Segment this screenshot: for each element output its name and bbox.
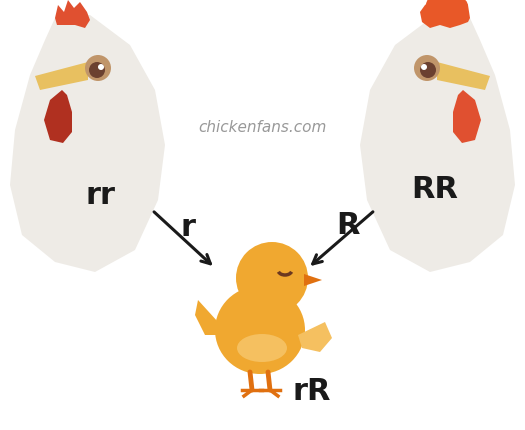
Polygon shape — [420, 0, 470, 28]
Polygon shape — [35, 62, 88, 90]
Polygon shape — [360, 15, 515, 272]
Polygon shape — [44, 90, 72, 143]
Text: RR: RR — [412, 175, 458, 205]
Circle shape — [420, 62, 436, 78]
Polygon shape — [55, 0, 90, 28]
Circle shape — [421, 64, 427, 70]
Circle shape — [98, 64, 104, 70]
Text: R: R — [336, 211, 360, 240]
Text: r: r — [181, 214, 195, 243]
Circle shape — [439, 0, 457, 11]
Circle shape — [452, 0, 468, 14]
Circle shape — [426, 0, 444, 14]
Text: chickenfans.com: chickenfans.com — [198, 120, 326, 135]
Polygon shape — [195, 300, 218, 335]
Polygon shape — [298, 322, 332, 352]
Circle shape — [85, 55, 111, 81]
Ellipse shape — [237, 334, 287, 362]
Polygon shape — [304, 274, 322, 286]
Text: rr: rr — [85, 181, 115, 209]
Polygon shape — [437, 62, 490, 90]
Text: rR: rR — [293, 378, 331, 406]
Circle shape — [236, 242, 308, 314]
Polygon shape — [453, 90, 481, 143]
Ellipse shape — [215, 286, 305, 374]
Circle shape — [414, 55, 440, 81]
Polygon shape — [10, 15, 165, 272]
Circle shape — [89, 62, 105, 78]
